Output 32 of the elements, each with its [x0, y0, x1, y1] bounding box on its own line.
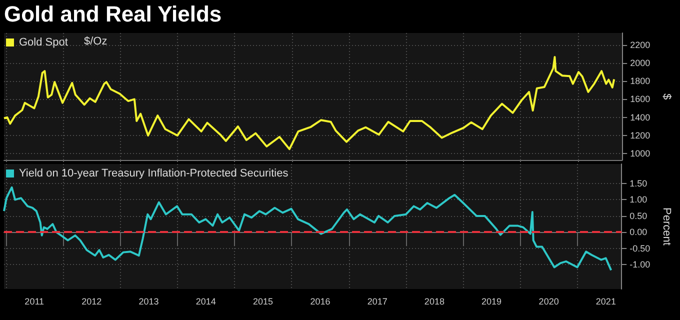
y-tick-label: 1800 [630, 76, 650, 86]
chart-title: Gold and Real Yields [4, 2, 222, 26]
y-tick-label: 0.00 [630, 227, 648, 238]
x-tick-label: 2011 [24, 296, 44, 306]
y-tick-label: 0.50 [630, 210, 648, 221]
y-tick-label: 1600 [630, 94, 650, 104]
annotation: $/Oz [84, 36, 108, 48]
x-tick-label: 2021 [596, 296, 616, 306]
y-axis-title: $ [660, 93, 672, 100]
y-tick-label: 1000 [630, 148, 650, 159]
y-tick-label: -1.00 [630, 260, 650, 270]
y-tick-label: 1400 [630, 112, 650, 122]
legend-label: Gold Spot [19, 36, 68, 48]
legend-label: Yield on 10-year Treasury Inflation-Protected Securities [19, 168, 289, 180]
y-tick-label: -0.50 [630, 243, 650, 254]
x-tick-label: 2020 [538, 296, 559, 306]
x-tick-label: 2013 [138, 296, 159, 306]
x-tick-label: 2016 [310, 296, 330, 306]
x-tick-label: 2018 [424, 296, 444, 306]
line-series [3, 56, 616, 150]
y-tick-label: 1.50 [630, 178, 648, 188]
x-tick-label: 2012 [82, 296, 102, 306]
y-tick-label: 2000 [630, 58, 650, 68]
x-tick-label: 2014 [196, 296, 216, 306]
y-tick-label: 1200 [630, 130, 650, 141]
line-series [3, 186, 612, 272]
y-tick-label: 1.00 [630, 194, 648, 205]
x-tick-label: 2017 [367, 296, 388, 306]
y-axis-title: Percent [660, 208, 672, 246]
x-tick-label: 2019 [482, 296, 502, 306]
x-tick-label: 2015 [252, 296, 273, 306]
y-tick-label: 2200 [630, 40, 650, 50]
